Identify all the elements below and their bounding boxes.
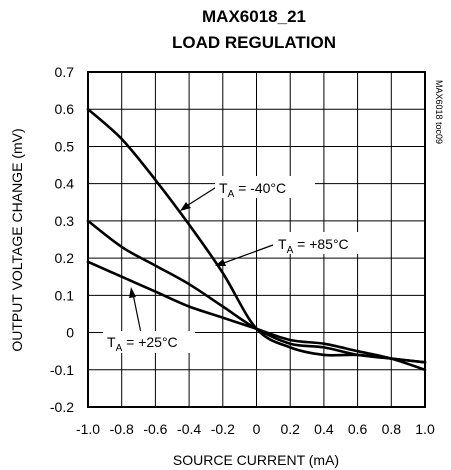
- annotation-plus25-t: T: [107, 334, 116, 350]
- series-lines: [86, 107, 427, 372]
- series-line-plus25: [86, 260, 427, 372]
- y-tick-label: 0.4: [55, 176, 75, 192]
- annotation-plus85-rest: = +85°C: [293, 236, 348, 252]
- x-axis-label: SOURCE CURRENT (mA): [173, 452, 339, 468]
- y-tick-label: 0.7: [55, 64, 75, 80]
- x-tick-label: -0.8: [110, 421, 134, 437]
- x-tick-label: 0: [253, 421, 261, 437]
- y-tick-label: 0.2: [55, 250, 75, 266]
- y-axis-label: OUTPUT VOLTAGE CHANGE (mV): [9, 128, 25, 351]
- x-tick-label: 1.0: [415, 421, 435, 437]
- svg-text:TA = +85°C: TA = +85°C: [278, 236, 349, 256]
- annotation-minus40-t: T: [219, 180, 228, 196]
- x-tick-label: -0.6: [143, 421, 167, 437]
- y-tick-label: 0.1: [55, 287, 75, 303]
- annotation-plus85-t: T: [278, 236, 287, 252]
- y-tick-label: 0: [66, 325, 74, 341]
- plot-frame: [87, 71, 426, 408]
- x-tick-label: -1.0: [76, 421, 100, 437]
- x-tick-label: -0.2: [211, 421, 235, 437]
- annotation-plus25: TA = +25°C: [103, 287, 195, 354]
- annotation-plus85: TA = +85°C: [215, 232, 374, 266]
- annotation-plus25-rest: = +25°C: [122, 334, 177, 350]
- y-tick-label: 0.5: [55, 138, 75, 154]
- annotation-plus25-sub: A: [116, 343, 123, 354]
- figure-id-tag: MAX6018 toc09: [434, 80, 444, 144]
- y-tick-label: 0.6: [55, 101, 75, 117]
- x-tick-labels: -1.0 -0.8 -0.6 -0.4 -0.2 0 0.2 0.4 0.6 0.8 1.0: [76, 421, 435, 437]
- y-tick-labels: 0.7 0.6 0.5 0.4 0.3 0.2 0.1 0 -0.1 -0.2: [50, 64, 74, 415]
- svg-text:TA = -40°C: TA = -40°C: [219, 180, 286, 200]
- svg-text:TA = +25°C: TA = +25°C: [107, 334, 178, 354]
- x-tick-label: 0.4: [314, 421, 334, 437]
- chart-title: MAX6018_21: [202, 7, 306, 26]
- chart-subtitle: LOAD REGULATION: [172, 33, 336, 52]
- x-tick-label: 0.2: [280, 421, 300, 437]
- x-tick-label: -0.4: [177, 421, 201, 437]
- y-tick-label: -0.1: [50, 362, 74, 378]
- y-tick-label: -0.2: [50, 399, 74, 415]
- x-tick-label: 0.8: [382, 421, 402, 437]
- annotation-plus85-sub: A: [287, 245, 294, 256]
- y-tick-label: 0.3: [55, 213, 75, 229]
- annotation-minus40: TA = -40°C: [180, 176, 315, 211]
- annotation-minus40-rest: = -40°C: [234, 180, 286, 196]
- x-tick-label: 0.6: [348, 421, 368, 437]
- annotation-minus40-sub: A: [228, 189, 235, 200]
